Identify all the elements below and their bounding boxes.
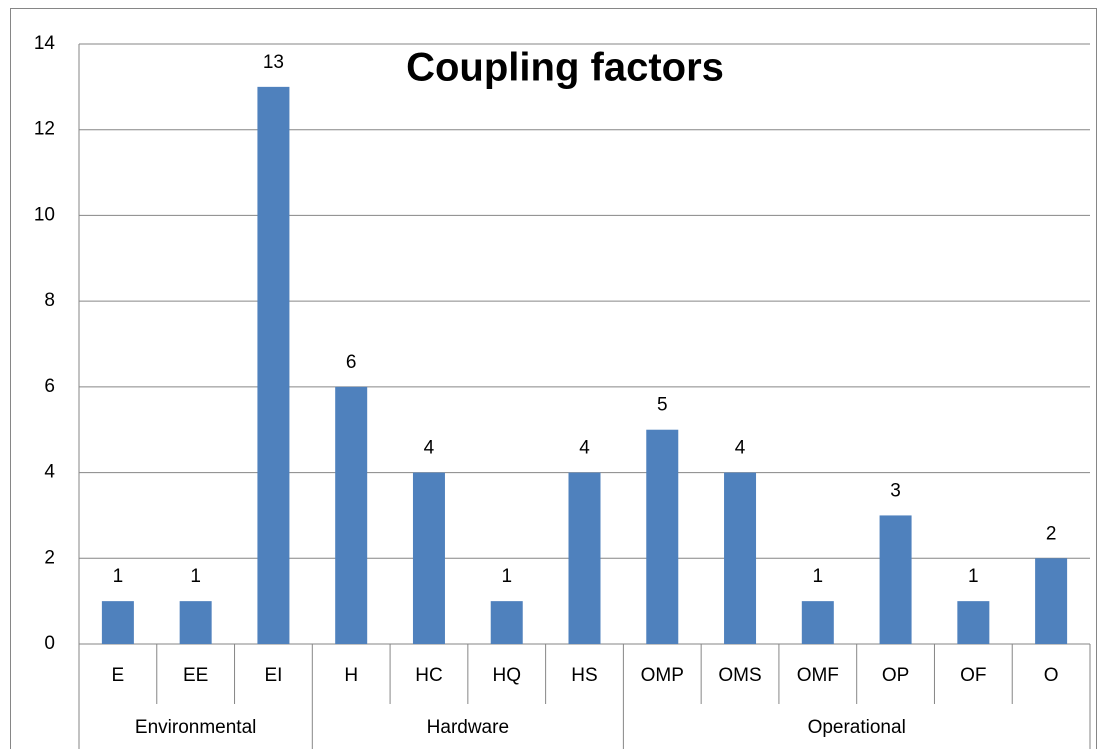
bar [257,86,290,645]
bar [490,601,523,644]
x-tick-label: OP [882,665,909,686]
chart-title: Coupling factors [406,46,724,90]
x-tick-label: OMF [797,665,839,686]
bar [568,472,601,644]
x-tick-label: HS [571,665,597,686]
group-label: Environmental [135,717,256,738]
data-label: 4 [735,438,746,459]
data-label: 3 [890,480,901,501]
group-label: Operational [808,717,906,738]
x-tick-label: OMP [641,665,684,686]
y-tick-label: 6 [44,376,55,397]
x-tick-label: EI [264,665,282,686]
data-label: 2 [1046,523,1057,544]
x-tick-label: E [112,665,125,686]
data-label: 4 [424,438,435,459]
x-tick-label: EE [183,665,208,686]
bar [879,515,912,644]
data-label: 4 [579,438,590,459]
y-tick-label: 2 [44,547,55,568]
bar [101,601,134,644]
data-label: 5 [657,395,668,416]
bar [957,601,990,644]
x-tick-label: OMS [718,665,761,686]
data-label: 13 [263,52,284,73]
chart-frame [10,8,1097,749]
bar [179,601,212,644]
data-label: 1 [813,566,824,587]
bar [412,472,445,644]
data-label: 1 [501,566,512,587]
x-tick-label: HC [415,665,442,686]
y-tick-label: 0 [44,633,55,654]
bar [1035,558,1068,644]
x-tick-label: OF [960,665,986,686]
bar [724,472,757,644]
data-label: 1 [190,566,201,587]
data-label: 1 [968,566,979,587]
y-tick-label: 8 [44,290,55,311]
bar [335,386,368,644]
data-label: 6 [346,352,357,373]
x-tick-label: O [1044,665,1059,686]
y-tick-label: 10 [34,204,55,225]
y-tick-label: 4 [44,462,55,483]
bar [801,601,834,644]
group-label: Hardware [427,717,509,738]
bar [646,429,679,644]
data-label: 1 [113,566,124,587]
x-tick-label: HQ [492,665,521,686]
y-tick-label: 12 [34,119,55,140]
y-tick-label: 14 [34,33,56,54]
x-tick-label: H [344,665,358,686]
